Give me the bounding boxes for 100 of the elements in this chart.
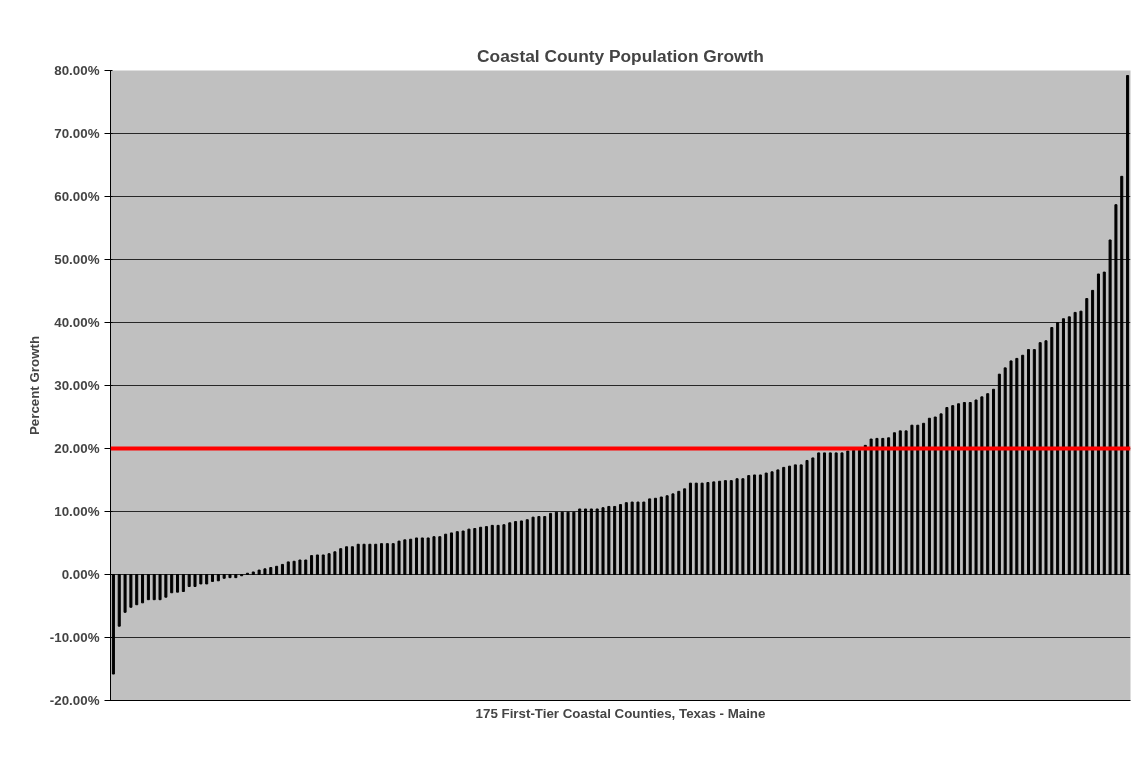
bar <box>793 464 797 575</box>
bar <box>828 452 832 575</box>
bar <box>694 482 698 575</box>
bar <box>997 373 1001 575</box>
bar <box>840 452 844 575</box>
bar <box>1015 357 1019 575</box>
bar <box>286 561 290 575</box>
bar <box>892 432 896 575</box>
bar <box>228 574 232 579</box>
bar <box>741 478 745 575</box>
bar <box>770 471 774 575</box>
bar <box>846 450 850 575</box>
bar <box>1108 239 1112 575</box>
bar <box>1073 311 1077 575</box>
bar <box>817 452 821 575</box>
bar <box>187 574 191 587</box>
y-tick-label: 10.00% <box>54 504 100 519</box>
bar <box>269 567 273 575</box>
bar <box>310 555 314 575</box>
bar <box>799 464 803 575</box>
bar <box>479 526 483 575</box>
bar <box>193 574 197 587</box>
bar <box>630 501 634 575</box>
bar <box>723 480 727 575</box>
bar <box>560 511 564 575</box>
bar <box>164 574 168 598</box>
bar <box>712 481 716 575</box>
bar <box>467 528 471 575</box>
bar <box>263 568 267 575</box>
bar <box>508 522 512 575</box>
bar <box>852 449 856 575</box>
bar <box>362 543 366 575</box>
bar <box>176 574 180 593</box>
bar <box>292 560 296 575</box>
bar <box>776 469 780 575</box>
bar <box>671 493 675 575</box>
bar <box>549 512 553 575</box>
bar <box>298 559 302 575</box>
bar <box>881 437 885 575</box>
bar <box>385 543 389 575</box>
bar <box>129 574 133 608</box>
bar <box>1032 349 1036 575</box>
bar <box>589 508 593 575</box>
bar <box>205 574 209 585</box>
bar <box>473 528 477 575</box>
bar <box>1038 342 1042 575</box>
bar <box>1003 367 1007 575</box>
bar <box>350 546 354 575</box>
bar <box>875 437 879 575</box>
bar <box>648 498 652 575</box>
bar <box>1114 204 1118 575</box>
y-tick-label: 20.00% <box>54 441 100 456</box>
bar <box>1021 354 1025 575</box>
bar <box>624 502 628 575</box>
x-axis-title: 175 First-Tier Coastal Counties, Texas - Maine <box>475 705 766 721</box>
y-tick-label: 80.00% <box>54 63 100 78</box>
bar <box>869 438 873 575</box>
bar <box>333 551 337 575</box>
bar <box>327 553 331 575</box>
bar <box>234 574 238 579</box>
bar <box>584 508 588 575</box>
bar <box>1120 175 1124 575</box>
bar <box>1056 322 1060 575</box>
bar <box>461 530 465 575</box>
bar <box>170 574 174 594</box>
bar <box>444 533 448 575</box>
bar <box>1067 316 1071 575</box>
bar <box>898 430 902 575</box>
bar <box>939 413 943 575</box>
bar <box>957 403 961 575</box>
bar <box>432 536 436 575</box>
y-tick-label: 30.00% <box>54 378 100 393</box>
bar <box>642 501 646 575</box>
bar <box>945 407 949 575</box>
bar <box>514 521 518 575</box>
bar <box>863 444 867 575</box>
bar <box>753 474 757 575</box>
bar <box>280 563 284 575</box>
bar <box>729 480 733 575</box>
bar <box>601 507 605 575</box>
bar <box>922 422 926 575</box>
bar <box>368 543 372 575</box>
bar <box>199 574 203 585</box>
bar <box>578 508 582 575</box>
bar <box>519 520 523 575</box>
bar <box>210 574 215 582</box>
bar <box>747 475 751 575</box>
bar <box>321 554 325 575</box>
bar <box>304 559 308 575</box>
y-tick-label: 40.00% <box>54 315 100 330</box>
bar <box>257 569 261 575</box>
bar <box>1050 327 1054 575</box>
y-axis-title: Percent Growth <box>26 335 42 436</box>
bar <box>986 393 990 575</box>
y-tick-label: 60.00% <box>54 189 100 204</box>
bar <box>1091 289 1095 575</box>
bar <box>980 396 984 575</box>
bar <box>374 543 378 575</box>
bar <box>718 480 722 575</box>
bar <box>146 574 150 601</box>
